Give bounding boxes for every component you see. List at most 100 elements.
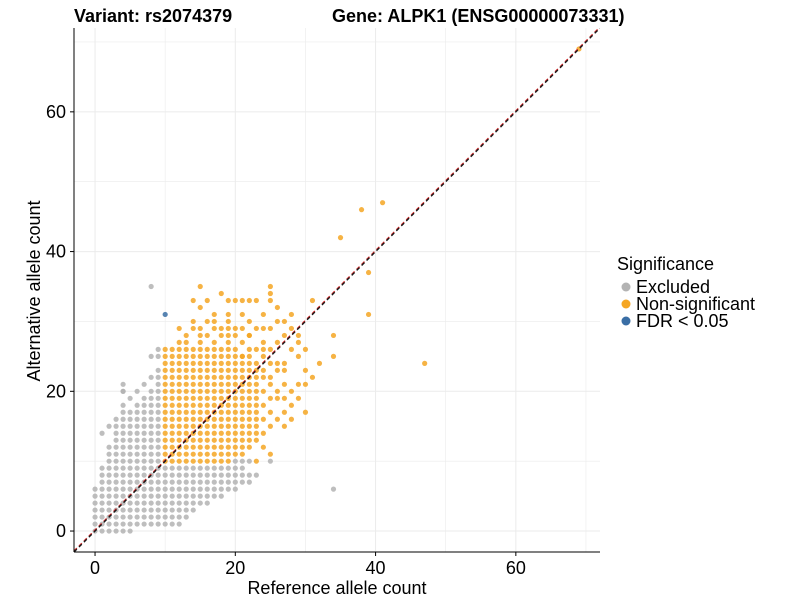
point-non-significant [211, 311, 217, 318]
point-non-significant [176, 367, 182, 373]
point-non-significant [218, 388, 224, 394]
point-non-significant [246, 381, 252, 387]
point-non-significant [197, 332, 203, 339]
point-excluded [218, 465, 224, 471]
point-non-significant [204, 423, 210, 429]
y-tick-label: 0 [56, 521, 66, 541]
point-excluded [141, 486, 147, 492]
point-excluded [162, 486, 168, 492]
point-excluded [183, 493, 189, 499]
y-tick-label: 20 [46, 381, 66, 401]
point-non-significant [197, 353, 203, 359]
point-non-significant [176, 402, 182, 408]
point-non-significant [281, 395, 287, 401]
point-excluded [155, 381, 161, 387]
point-non-significant [330, 332, 337, 339]
point-excluded [113, 514, 119, 520]
axes-layer [73, 28, 600, 553]
point-non-significant [239, 374, 245, 380]
point-excluded [232, 486, 238, 492]
point-non-significant [176, 437, 182, 443]
point-excluded [120, 528, 126, 534]
point-non-significant [183, 346, 189, 352]
point-non-significant [232, 353, 238, 359]
point-non-significant [225, 353, 231, 359]
point-excluded [92, 507, 98, 513]
point-excluded [148, 500, 154, 506]
point-excluded [148, 283, 154, 290]
point-non-significant [169, 353, 175, 359]
point-non-significant [176, 360, 182, 366]
point-excluded [134, 514, 140, 520]
point-non-significant [176, 353, 182, 359]
point-non-significant [295, 353, 302, 359]
point-excluded [155, 374, 161, 380]
point-non-significant [267, 374, 273, 380]
point-non-significant [204, 360, 210, 366]
point-non-significant [267, 451, 273, 457]
point-excluded [176, 507, 182, 513]
point-excluded [113, 416, 119, 422]
point-excluded [267, 458, 273, 464]
point-non-significant [239, 339, 245, 345]
point-excluded [92, 521, 98, 527]
point-non-significant [197, 458, 203, 464]
point-excluded [141, 444, 147, 450]
point-non-significant [281, 423, 287, 429]
point-excluded [162, 472, 168, 478]
point-excluded [99, 500, 105, 506]
point-non-significant [162, 437, 168, 443]
point-non-significant [211, 360, 217, 366]
point-non-significant [211, 318, 217, 325]
point-excluded [162, 493, 168, 499]
point-excluded [155, 514, 161, 520]
point-non-significant [225, 360, 231, 366]
point-excluded [141, 451, 147, 457]
point-excluded [190, 500, 196, 506]
point-non-significant [211, 367, 217, 373]
point-non-significant [162, 416, 168, 422]
point-non-significant [204, 318, 210, 325]
point-non-significant [302, 409, 309, 415]
point-non-significant [225, 311, 231, 318]
point-non-significant [225, 388, 231, 394]
point-excluded [127, 458, 133, 464]
point-non-significant [190, 360, 196, 366]
point-non-significant [190, 318, 196, 325]
point-excluded [155, 507, 161, 513]
point-non-significant [218, 395, 224, 401]
point-non-significant [218, 430, 224, 436]
point-non-significant [281, 318, 287, 325]
point-non-significant [211, 430, 217, 436]
point-non-significant [169, 346, 175, 352]
legend-key-non-significant [621, 299, 631, 309]
point-non-significant [183, 360, 189, 366]
point-non-significant [239, 311, 245, 318]
point-non-significant [274, 388, 280, 394]
point-excluded [99, 479, 105, 485]
point-excluded [113, 479, 119, 485]
point-excluded [113, 423, 119, 429]
point-non-significant [253, 423, 259, 429]
point-non-significant [211, 451, 217, 457]
point-excluded [155, 388, 161, 394]
point-non-significant [225, 437, 231, 443]
point-excluded [127, 528, 133, 534]
point-non-significant [211, 402, 217, 408]
point-excluded [190, 465, 196, 471]
point-non-significant [246, 297, 252, 304]
point-excluded [120, 444, 126, 450]
point-non-significant [190, 367, 196, 373]
point-excluded [169, 521, 175, 527]
point-excluded [113, 458, 119, 464]
point-excluded [141, 381, 147, 387]
point-excluded [239, 479, 245, 485]
point-excluded [106, 507, 112, 513]
point-non-significant [225, 346, 231, 352]
point-excluded [169, 486, 175, 492]
grid-layer [74, 28, 600, 552]
point-excluded [134, 472, 140, 478]
point-non-significant [169, 437, 175, 443]
point-excluded [120, 402, 126, 408]
